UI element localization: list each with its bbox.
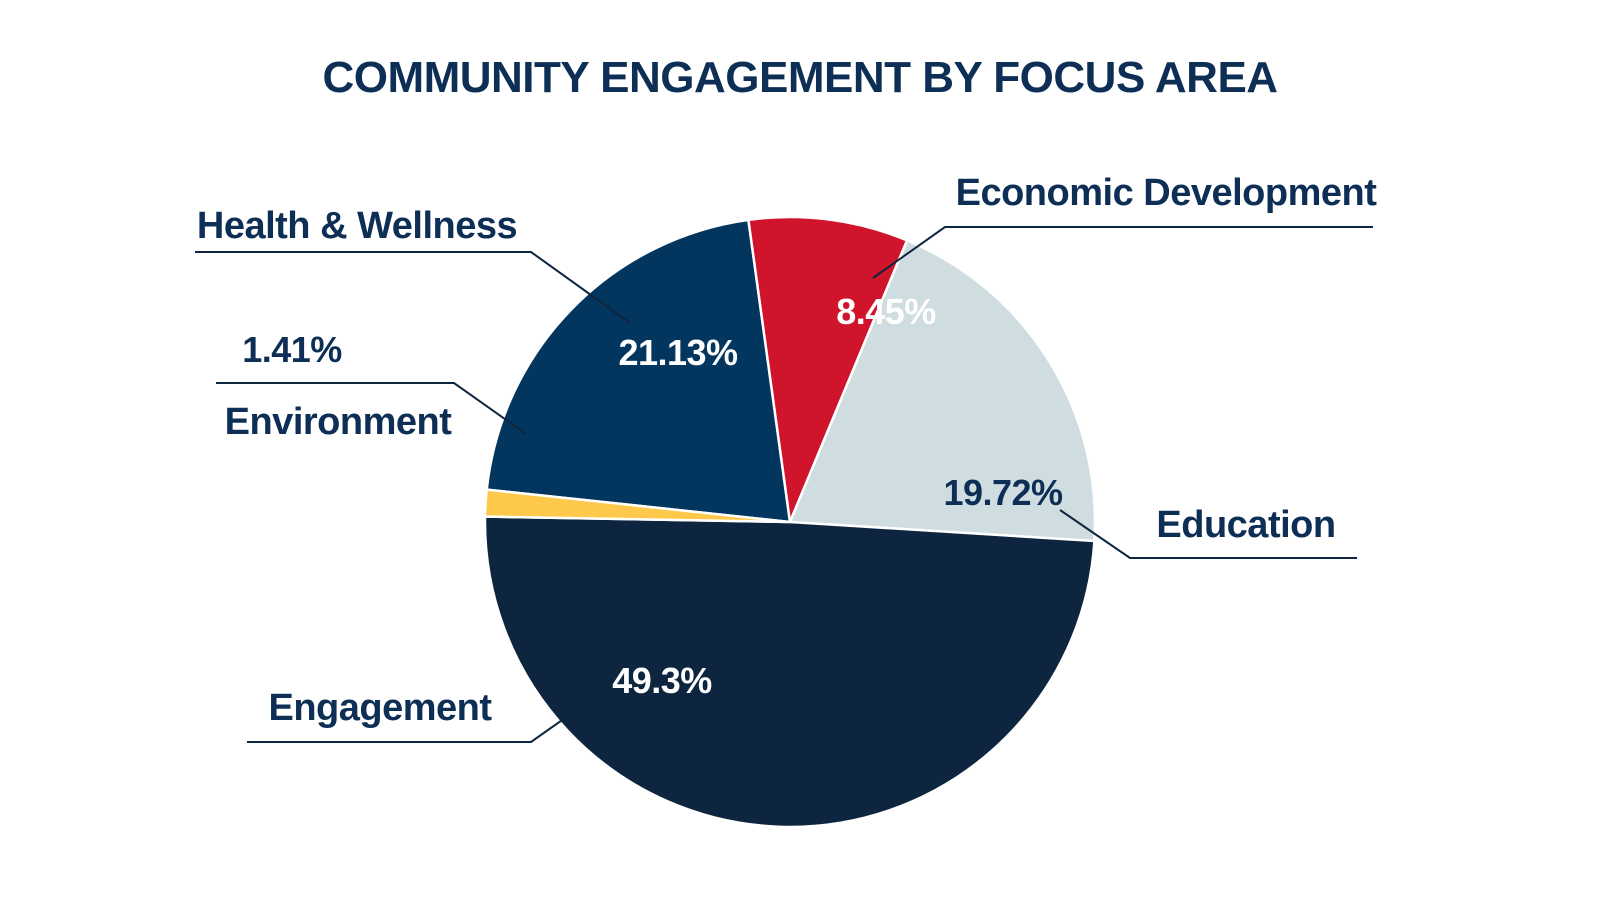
pie-slices [483,215,1097,829]
pie-slice-engagement [483,515,1096,829]
leader-line-engagement [247,691,603,743]
category-label-engagement: Engagement [268,687,492,729]
category-label-education: Education [1156,504,1335,546]
pie-slice-education [788,239,1097,543]
value-label-engagement: 49.3% [612,660,712,701]
category-label-health-and-wellness: Health & Wellness [197,205,517,247]
value-label-education: 19.72% [943,472,1063,513]
pie-slice-health-and-wellness [485,218,792,524]
leader-line-health-and-wellness [195,251,631,324]
leader-line-economic-development [872,226,1373,279]
value-label-environment: 1.41% [242,329,342,370]
value-label-health-and-wellness: 21.13% [618,332,738,373]
leader-line-environment [216,382,527,435]
value-label-economic-development: 8.45% [836,291,936,332]
chart-title: COMMUNITY ENGAGEMENT BY FOCUS AREA [322,53,1277,102]
leader-line-education [1059,509,1357,559]
pie-slice-environment [483,488,792,524]
category-label-economic-development: Economic Development [956,172,1378,214]
category-label-environment: Environment [225,401,453,443]
leader-lines [195,226,1373,743]
pie-labels: 21.13% Health & Wellness 8.45% Economic Dev… [197,172,1378,729]
pie-slice-economic-development [747,215,909,524]
